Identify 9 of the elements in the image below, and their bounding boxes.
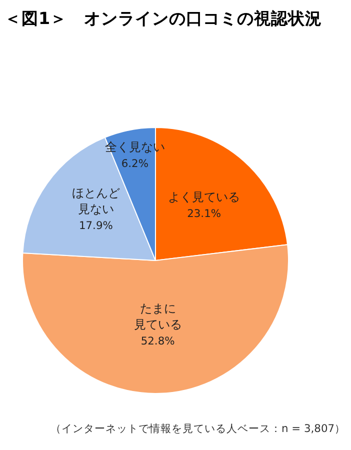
text: （インターネットで情報を見ている人ベース：n = 3,807）: [50, 422, 346, 435]
data-label: 52.8%: [140, 334, 175, 348]
chart-title: ＜図1＞ オンラインの口コミの視認状況: [4, 9, 322, 28]
data-label: 23.1%: [187, 206, 221, 220]
slice-label: よく見ている: [168, 190, 240, 204]
slice-label: たまに見ている: [134, 302, 182, 332]
slice-label: ほとんど見ない: [72, 186, 120, 216]
data-label: 17.9%: [78, 219, 113, 232]
data-label: 6.2%: [121, 157, 148, 170]
